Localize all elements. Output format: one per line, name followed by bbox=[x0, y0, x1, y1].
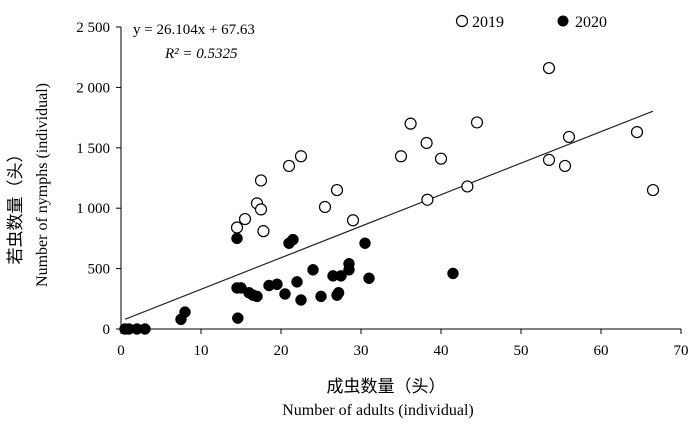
r-squared-label: R² = 0.5325 bbox=[164, 46, 238, 62]
point-2019 bbox=[421, 193, 434, 206]
point-2019 bbox=[470, 116, 484, 129]
point-2019 bbox=[420, 136, 433, 150]
point-2020 bbox=[295, 294, 307, 306]
point-2019 bbox=[318, 200, 332, 214]
x-tick-label: 10 bbox=[194, 343, 209, 359]
legend: 2019 2020 bbox=[455, 14, 607, 31]
point-2019 bbox=[434, 152, 448, 165]
data-points bbox=[119, 61, 660, 335]
point-2020 bbox=[447, 267, 459, 280]
x-tick-label: 0 bbox=[117, 343, 125, 359]
legend-2019-label: 2019 bbox=[472, 14, 504, 31]
x-ticks: 0 10 20 30 40 50 60 70 bbox=[117, 329, 689, 359]
x-tick-label: 60 bbox=[594, 343, 609, 359]
point-2020 bbox=[139, 323, 151, 335]
y-tick-label: 0 bbox=[103, 322, 111, 338]
point-2020 bbox=[291, 276, 303, 288]
trendline-group bbox=[124, 110, 654, 320]
point-2019 bbox=[562, 130, 576, 144]
point-2020 bbox=[287, 233, 299, 246]
legend-2020-label: 2020 bbox=[575, 14, 607, 31]
y-tick-label: 500 bbox=[88, 262, 111, 278]
point-2019 bbox=[294, 150, 308, 163]
point-2019 bbox=[394, 150, 408, 163]
x-axis-label-en: Number of adults (individual) bbox=[282, 402, 474, 419]
x-tick-label: 30 bbox=[354, 343, 369, 359]
y-tick-label: 1 500 bbox=[76, 141, 110, 157]
y-axis-label-cn: 若虫数量（头） bbox=[6, 146, 26, 265]
y-axis-label-en: Number of nymphs (individual) bbox=[34, 83, 51, 287]
point-2020 bbox=[251, 290, 263, 303]
point-2020 bbox=[343, 258, 355, 270]
x-tick-label: 50 bbox=[514, 343, 529, 359]
point-2019 bbox=[542, 61, 556, 75]
trendline bbox=[124, 110, 654, 320]
x-axis-label-cn: 成虫数量（头） bbox=[327, 377, 446, 397]
point-2020 bbox=[332, 287, 345, 299]
legend-2019-marker bbox=[455, 14, 469, 28]
point-2020 bbox=[335, 270, 347, 282]
point-2019 bbox=[630, 125, 644, 139]
y-tick-label: 2 000 bbox=[76, 80, 110, 96]
legend-2020-marker bbox=[557, 15, 569, 27]
point-2020 bbox=[363, 272, 375, 285]
x-tick-label: 70 bbox=[674, 343, 689, 359]
point-2019 bbox=[254, 203, 268, 216]
y-tick-label: 1 000 bbox=[76, 201, 110, 217]
point-2020 bbox=[279, 288, 291, 300]
point-2019 bbox=[257, 225, 270, 238]
point-2019 bbox=[238, 212, 252, 226]
point-2019 bbox=[282, 159, 296, 173]
point-2019 bbox=[346, 214, 360, 227]
point-2019 bbox=[254, 174, 268, 187]
point-2019 bbox=[230, 221, 244, 234]
x-tick-label: 40 bbox=[434, 343, 449, 359]
point-2020 bbox=[232, 312, 244, 324]
point-2019 bbox=[461, 180, 474, 193]
point-2020 bbox=[231, 232, 243, 245]
point-2020 bbox=[315, 290, 327, 303]
point-2019 bbox=[646, 183, 660, 197]
point-2019 bbox=[330, 183, 344, 197]
regression-equation: y = 26.104x + 67.63 bbox=[133, 22, 255, 38]
point-2020 bbox=[179, 306, 191, 318]
point-2019 bbox=[542, 153, 556, 166]
axes bbox=[120, 27, 681, 330]
y-ticks: 0 500 1 000 1 500 2 000 2 500 bbox=[76, 20, 121, 338]
point-2019 bbox=[404, 117, 417, 130]
x-tick-label: 20 bbox=[274, 343, 289, 359]
point-2020 bbox=[359, 237, 371, 249]
point-2020 bbox=[271, 278, 283, 291]
point-2020 bbox=[307, 264, 319, 276]
point-2019 bbox=[558, 159, 572, 173]
y-tick-label: 2 500 bbox=[76, 20, 110, 36]
